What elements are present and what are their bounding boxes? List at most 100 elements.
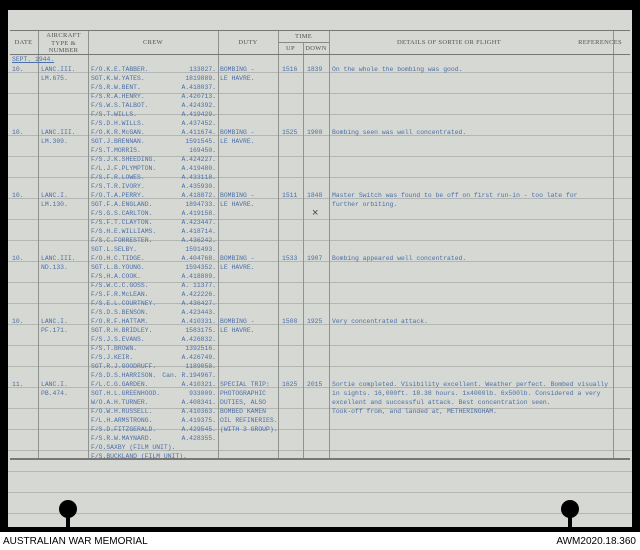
crew-name: SGT.L.B.YOUNG. [91,264,145,271]
aircraft-line: PB.474. [41,390,68,397]
details-line: Master Switch was found to be off on fir… [332,192,578,199]
crew-number: 1189058. [185,363,216,370]
crew-name: F/S.H.A.COOK. [91,273,141,280]
crew-name: F/S.W.C.C.GOSS. [91,282,149,289]
duty-line: LE HAVRE. [220,138,255,145]
crew-name: SGT.F.A.ENGLAND. [91,201,153,208]
duty-line: OIL REFINERIES. [220,417,278,424]
crew-number: A.419375. [181,417,216,424]
details-line: in sights. 16,000ft. 18.38 hours. 1x4000… [332,390,601,397]
crew-number: A.410321. [181,381,216,388]
aircraft-line: LANC.III. [41,129,76,136]
details-line: Bombing seen was well concentrated. [332,129,467,136]
duty-line: (WITH 3 GROUP). [220,426,278,433]
crew-name: F/O.K.E.TABBER. [91,66,149,73]
time-up: 1508 [282,318,298,325]
time-down: 1907 [307,255,323,262]
crew-number: Can. R.194967. [162,372,216,379]
month-heading: SEPT. 1944. [12,56,55,63]
crew-number: A.433118. [181,174,216,181]
duty-line: BOMBED KAMEN [220,408,267,415]
aircraft-line: LANC.I. [41,381,68,388]
crew-name: F/O.H.C.TIDGE. [91,255,145,262]
column-divider [613,30,614,458]
record-sheet: Date Aircraft Type & Number Crew Duty Ti… [8,10,632,527]
aircraft-line: LM.130. [41,201,68,208]
crew-name: SGT.K.W.YATES. [91,75,145,82]
crew-name: F/S.T.R.IVORY. [91,183,145,190]
sortie-date: 10. [12,129,24,136]
crew-number: A.436427. [181,300,216,307]
caption-bar: AUSTRALIAN WAR MEMORIAL AWM2020.18.360 [0,532,640,550]
duty-line: BOMBING - [220,255,255,262]
crew-name: F/S.F.R.McLEAN. [91,291,149,298]
crew-number: A.426749. [181,354,216,361]
crew-name: SGT.R.H.BRIDLEY. [91,327,153,334]
time-down: 1925 [307,318,323,325]
details-line: Bombing appeared well concentrated. [332,255,467,262]
crew-name: F/S.D.S.BENSON. [91,309,149,316]
crew-number: A.411674. [181,129,216,136]
crew-number: 1594352. [185,264,216,271]
crew-number: A.419429. [181,111,216,118]
crew-number: A.428355. [181,435,216,442]
crew-number: A.423443. [181,309,216,316]
caption-id: AWM2020.18.360 [556,536,636,547]
duty-line: DUTIES, ALSO [220,399,267,406]
column-divider [278,30,279,458]
binder-peg [66,514,70,528]
header-crew: Crew [143,39,163,46]
crew-name: F/O.T.A.PERRY. [91,192,145,199]
duty-line: LE HAVRE. [220,75,255,82]
crew-name: F/S.T.WILLS. [91,111,138,118]
aircraft-line: LM.675. [41,75,68,82]
time-up: 1525 [282,129,298,136]
duty-line: PHOTOGRAPHIC [220,390,267,397]
details-line: Sortie completed. Visibility excellent. … [332,381,609,388]
column-divider [329,30,330,458]
crew-number: A.426832. [181,336,216,343]
binder-hole [59,500,77,518]
crew-number: A.420713. [181,93,216,100]
crew-name: F/L.H.ARMSTRONG. [91,417,153,424]
duty-line: BOMBING - [220,192,255,199]
crew-number: A.419158. [181,210,216,217]
header-aircraft: Aircraft Type & Number [46,32,81,54]
time-up: 1625 [282,381,298,388]
column-divider [303,43,304,458]
crew-name: F/S.D.S.HARRISON. [91,372,157,379]
header-rule [10,54,630,55]
crew-name: SGT.J.BRENNAN. [91,138,145,145]
header-duty: Duty [238,39,258,46]
crew-name: F/S.D.H.WILLS. [91,120,145,127]
crew-name: F/S.J.KEIR. [91,354,134,361]
crew-number: A.410331. [181,318,216,325]
crew-number: A.404768. [181,255,216,262]
column-divider [38,30,39,458]
header-date: Date [14,39,33,46]
crew-number: 933009. [189,390,216,397]
sortie-date: 10. [12,255,24,262]
time-up: 1511 [282,192,298,199]
crew-name: F/S.F.T.CLAYTON. [91,219,153,226]
crew-number: A.424392. [181,102,216,109]
crew-name: F/S.BUCKLAND (FILM UNIT). [91,453,187,460]
aircraft-line: LANC.III. [41,66,76,73]
sortie-date: 10. [12,66,24,73]
crew-number: 1819889. [185,75,216,82]
crew-name: SGT.L.SELBY. [91,246,138,253]
sortie-date: 11. [12,381,24,388]
header-details: Details of Sortie or Flight [397,39,501,46]
crew-name: F/S.F.R.LOWES. [91,174,145,181]
crew-number: A.410363. [181,408,216,415]
crew-name: W/O.A.H.TURNER. [91,399,149,406]
binder-hole [561,500,579,518]
crew-name: F/S.H.E.WILLIAMS. [91,228,157,235]
crew-number: A.418037. [181,84,216,91]
crew-name: SGT.H.L.GREENHOOD. [91,390,161,397]
crew-name: F/S.R.A.HENRY. [91,93,145,100]
crew-name: F/S.R.W.BENT. [91,84,141,91]
aircraft-line: LANC.I. [41,192,68,199]
crew-number: A.424227. [181,156,216,163]
crew-name: F/S.C.FORRESTER. [91,237,153,244]
